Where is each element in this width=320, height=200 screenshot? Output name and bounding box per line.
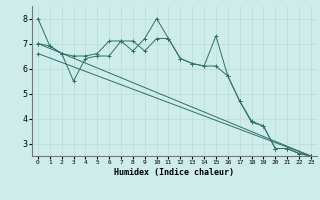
X-axis label: Humidex (Indice chaleur): Humidex (Indice chaleur) [115,168,234,177]
